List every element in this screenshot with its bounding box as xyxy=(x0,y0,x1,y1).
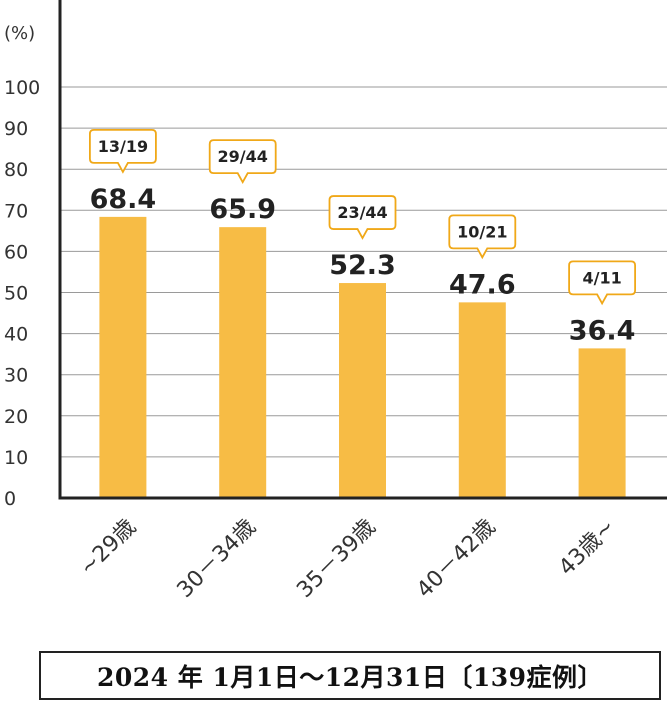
ratio-callout-box xyxy=(89,128,157,174)
ratio-label: 10/21 xyxy=(457,222,507,241)
value-label: 36.4 xyxy=(569,315,636,346)
x-category-label: 43歳~ xyxy=(554,515,620,581)
y-tick-label: 20 xyxy=(4,406,28,428)
ratio-label: 13/19 xyxy=(98,137,148,156)
ratio-callouts: 13/19 29/44 23/44 10/21 4/11 xyxy=(89,128,636,306)
bars xyxy=(99,216,626,498)
x-category-label: 40－42歳 xyxy=(412,515,500,603)
value-labels: 68.4 65.9 52.3 47.6 36.4 xyxy=(90,184,636,347)
value-label: 68.4 xyxy=(90,184,157,215)
ratio-label: 29/44 xyxy=(218,147,268,166)
x-category-label: 35－39歳 xyxy=(292,515,380,603)
ratio-callout-box xyxy=(328,195,397,240)
ratio-callout-box xyxy=(208,139,277,185)
value-label: 65.9 xyxy=(209,194,276,225)
y-tick-label: 50 xyxy=(4,283,28,305)
y-tick-label: 100 xyxy=(4,77,40,99)
y-unit-label: (%) xyxy=(4,23,35,44)
ratio-label: 23/44 xyxy=(337,203,387,222)
bar-chart: 0 10 20 30 40 50 60 70 80 90 100 (%) 68.4 65.9 52.3 4… xyxy=(4,0,667,603)
x-category-label: ~29歳 xyxy=(75,515,141,581)
bar xyxy=(578,348,626,498)
y-tick-label: 30 xyxy=(4,365,28,387)
ratio-callout-box xyxy=(448,214,517,260)
y-tick-label: 0 xyxy=(4,488,16,510)
ratio-label: 4/11 xyxy=(582,268,621,287)
y-tick-label: 60 xyxy=(4,241,28,263)
bar xyxy=(219,227,267,498)
value-label: 52.3 xyxy=(329,250,396,281)
y-axis-ticks: 0 10 20 30 40 50 60 70 80 90 100 xyxy=(4,77,40,510)
y-tick-label: 80 xyxy=(4,159,28,181)
y-tick-label: 10 xyxy=(4,447,28,469)
ratio-callout-box xyxy=(568,260,636,306)
y-tick-label: 40 xyxy=(4,324,28,346)
axes xyxy=(58,0,667,500)
period-caption: 2024 年 1月1日～12月31日〔139症例〕 xyxy=(96,662,604,692)
bar xyxy=(339,283,386,498)
bar xyxy=(99,216,147,498)
bar xyxy=(458,302,506,498)
y-tick-label: 70 xyxy=(4,200,28,222)
period-caption-box: 2024 年 1月1日～12月31日〔139症例〕 xyxy=(39,651,661,700)
x-axis-category-labels: ~29歳 30－34歳 35－39歳 40－42歳 43歳~ xyxy=(75,515,620,603)
x-category-label: 30－34歳 xyxy=(173,515,261,603)
y-tick-label: 90 xyxy=(4,118,28,140)
value-label: 47.6 xyxy=(449,269,516,300)
